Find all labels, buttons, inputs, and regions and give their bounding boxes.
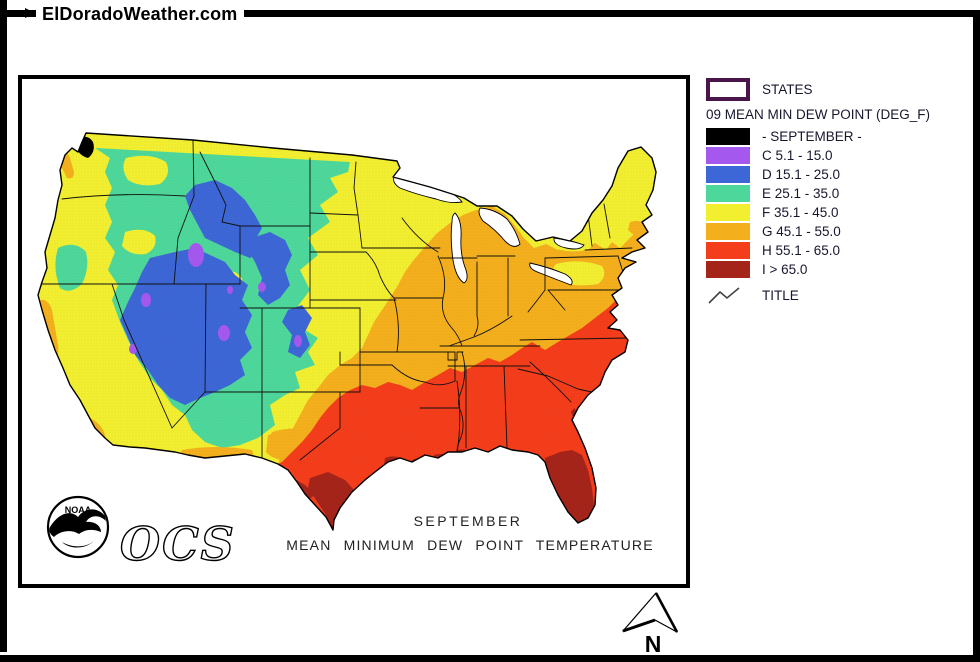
legend-label: G 45.1 - 55.0: [762, 224, 841, 239]
swatch-g: [706, 223, 750, 240]
state-boundaries: [41, 139, 633, 463]
page-border-left: [0, 0, 7, 652]
legend-row: C 5.1 - 15.0: [706, 146, 974, 165]
site-brand[interactable]: ElDoradoWeather.com: [36, 1, 244, 27]
us-outline: [37, 132, 657, 531]
legend-row: G 45.1 - 55.0: [706, 222, 974, 241]
swatch-c: [706, 147, 750, 164]
legend-layer-title: 09 MEAN MIN DEW POINT (DEG_F): [706, 107, 931, 122]
noaa-logo: NOAA: [46, 495, 110, 559]
legend-row: D 15.1 - 25.0: [706, 165, 974, 184]
legend-states-row: STATES: [706, 78, 974, 101]
noaa-label: NOAA: [65, 505, 92, 515]
legend-row: I > 65.0: [706, 260, 974, 279]
legend-label: I > 65.0: [762, 262, 808, 277]
legend-label: C 5.1 - 15.0: [762, 148, 833, 163]
great-lakes: [393, 176, 585, 286]
us-dewpoint-map: SEPTEMBER MEAN MINIMUM DEW POINT TEMPERA…: [37, 132, 657, 572]
legend-title-row: TITLE: [706, 285, 974, 305]
swatch-f: [706, 204, 750, 221]
header-rule-left-arrow-icon: [25, 8, 35, 18]
ocs-logo: OCS: [120, 517, 236, 571]
header-rule: [0, 10, 980, 17]
map-caption-month: SEPTEMBER: [414, 513, 523, 529]
legend-row: - SEPTEMBER -: [706, 127, 974, 146]
page-border-bottom: [0, 655, 980, 662]
legend-label: H 55.1 - 65.0: [762, 243, 841, 258]
swatch-d: [706, 166, 750, 183]
legend-row: H 55.1 - 65.0: [706, 241, 974, 260]
north-arrow: N: [622, 592, 679, 657]
swatch-september: [706, 128, 750, 145]
map-caption-title: MEAN MINIMUM DEW POINT TEMPERATURE: [286, 537, 653, 553]
polyline-icon: [708, 287, 740, 304]
north-label: N: [645, 631, 662, 657]
map-frame: SEPTEMBER MEAN MINIMUM DEW POINT TEMPERA…: [18, 75, 690, 588]
swatch-h: [706, 242, 750, 259]
legend-label: - SEPTEMBER -: [762, 129, 862, 144]
swatch-i: [706, 261, 750, 278]
page-border-right: [973, 10, 980, 662]
legend-label: F 35.1 - 45.0: [762, 205, 839, 220]
swatch-e: [706, 185, 750, 202]
states-label: STATES: [762, 82, 813, 97]
title-label: TITLE: [762, 287, 799, 303]
legend-label: E 25.1 - 35.0: [762, 186, 840, 201]
states-outline-swatch: [706, 78, 750, 101]
legend: STATES 09 MEAN MIN DEW POINT (DEG_F) - S…: [706, 78, 974, 305]
legend-label: D 15.1 - 25.0: [762, 167, 841, 182]
legend-row: E 25.1 - 35.0: [706, 184, 974, 203]
legend-row: F 35.1 - 45.0: [706, 203, 974, 222]
